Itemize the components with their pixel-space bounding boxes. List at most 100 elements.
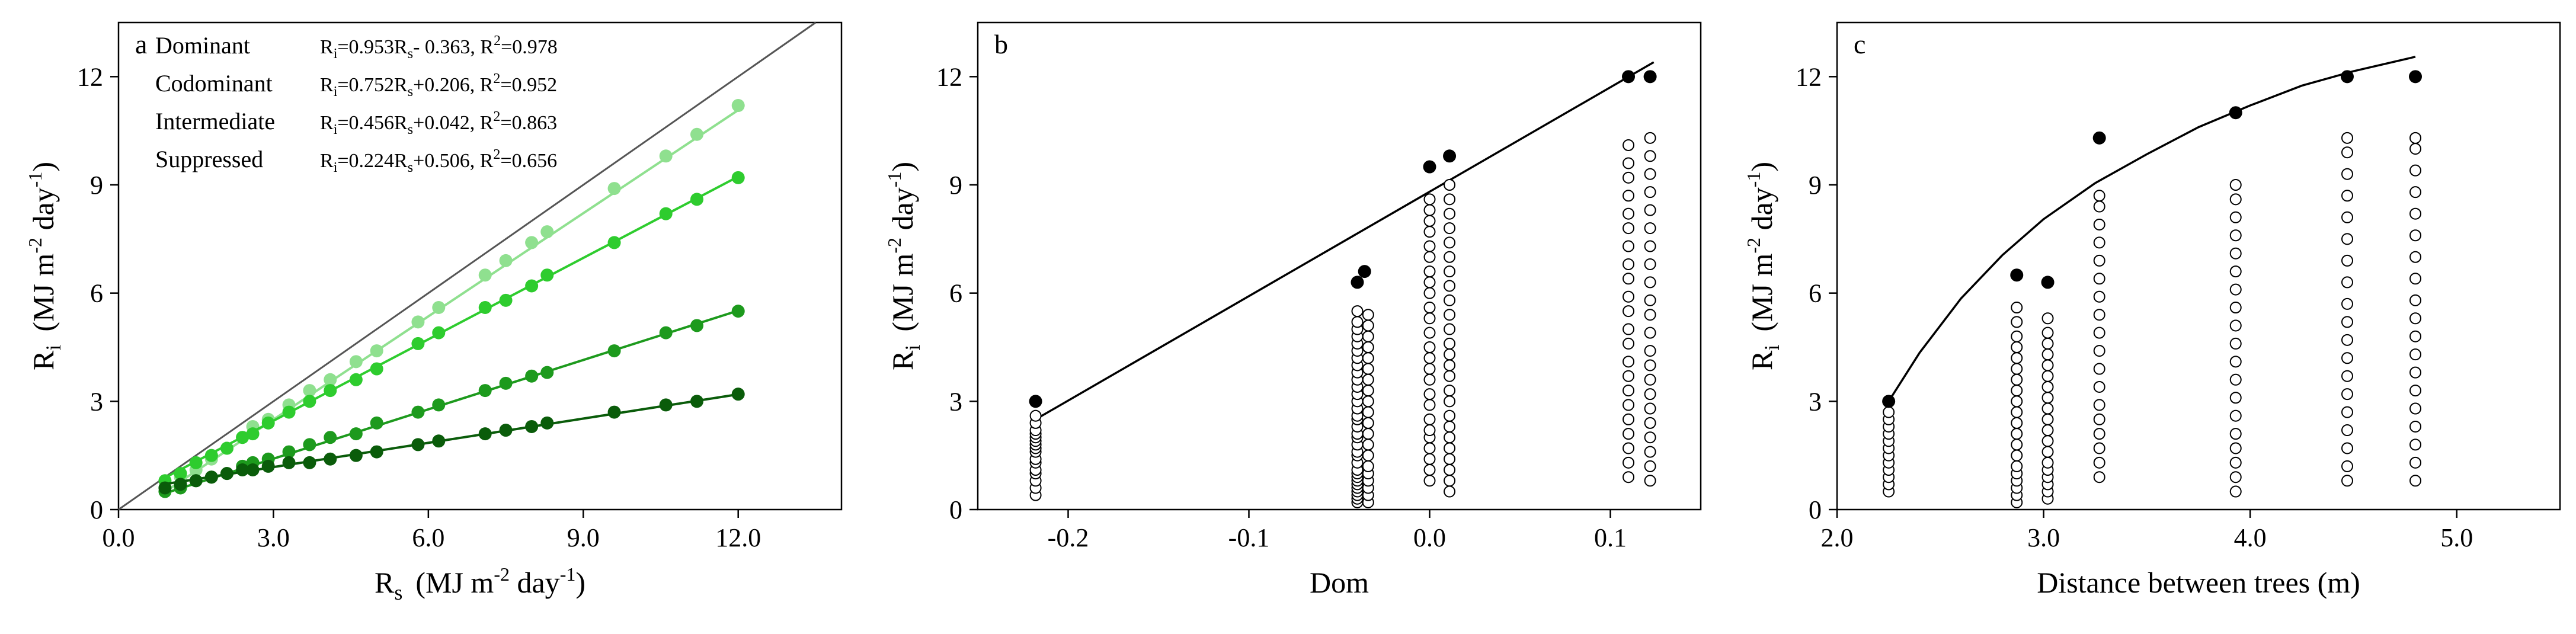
open-point xyxy=(2011,341,2023,353)
open-point xyxy=(1351,305,1364,318)
open-point xyxy=(2093,399,2105,411)
open-point xyxy=(1644,294,1656,306)
y-label-mid: day xyxy=(27,187,60,238)
open-point xyxy=(1444,265,1456,278)
open-point xyxy=(1444,348,1456,361)
eq-exp: 2 xyxy=(493,147,500,162)
open-point xyxy=(2341,168,2353,180)
data-point xyxy=(220,441,233,455)
y-label-exp: -2 xyxy=(884,238,905,254)
open-point xyxy=(2011,373,2023,386)
data-point xyxy=(525,369,539,383)
open-point xyxy=(2093,190,2105,202)
y-tick-label: 9 xyxy=(1809,171,1822,200)
eq-rest: - 0.363, R xyxy=(413,36,494,58)
data-point xyxy=(370,445,383,459)
open-point xyxy=(2041,413,2054,425)
open-point xyxy=(1623,290,1634,303)
data-point xyxy=(478,384,492,398)
open-point xyxy=(1623,370,1634,382)
open-point xyxy=(2093,236,2105,249)
eq-tail: =0.978 xyxy=(501,36,558,58)
open-point xyxy=(2093,218,2105,230)
data-point xyxy=(690,127,703,141)
open-point xyxy=(2409,273,2421,285)
open-point xyxy=(2041,446,2054,458)
open-point xyxy=(1444,236,1456,249)
open-point xyxy=(2011,449,2023,462)
data-point xyxy=(499,376,513,390)
data-point xyxy=(370,416,383,430)
open-point xyxy=(2341,276,2353,289)
eq-exp: 2 xyxy=(493,71,500,87)
data-point xyxy=(540,366,554,379)
legend-category: Intermediate xyxy=(155,108,275,135)
data-point xyxy=(499,424,513,437)
open-point xyxy=(1644,150,1656,162)
open-point xyxy=(1444,395,1456,408)
open-point xyxy=(2229,356,2242,368)
y-label-units: (MJ m xyxy=(886,254,919,332)
open-point xyxy=(1423,312,1436,325)
open-point xyxy=(2229,283,2242,296)
eq-lhs: R xyxy=(320,112,334,134)
x-axis-label: Rs (MJ m-2 day-1) xyxy=(375,563,585,604)
data-point xyxy=(324,452,337,466)
open-point xyxy=(1362,330,1374,342)
open-point xyxy=(2011,438,2023,451)
data-point xyxy=(282,456,296,469)
data-point xyxy=(432,434,446,448)
data-point xyxy=(324,431,337,444)
open-point xyxy=(2093,254,2105,267)
open-point xyxy=(1644,168,1656,180)
eq-lhs: R xyxy=(320,150,334,172)
open-point xyxy=(1444,370,1456,382)
data-point xyxy=(607,236,621,249)
y-axis-label: Ri (MJ m-2 day-1) xyxy=(24,162,65,370)
open-point xyxy=(2011,302,2023,314)
open-point xyxy=(1362,373,1374,386)
plot-frame xyxy=(117,21,843,511)
open-point xyxy=(2093,380,2105,393)
open-point xyxy=(1623,356,1634,368)
open-point xyxy=(1362,449,1374,462)
open-point xyxy=(2229,471,2242,483)
open-point xyxy=(2229,319,2242,332)
filled-point xyxy=(2340,70,2354,84)
filled-point xyxy=(2041,276,2055,289)
series-suppressed xyxy=(158,388,745,495)
y-label-main: R xyxy=(27,350,60,370)
y-label-units: (MJ m xyxy=(27,254,60,332)
open-point xyxy=(1444,409,1456,422)
open-point xyxy=(2409,164,2421,177)
open-point xyxy=(1444,464,1456,476)
open-point xyxy=(2409,294,2421,306)
eq-lhs-sub: i xyxy=(334,46,338,62)
open-point xyxy=(2041,370,2054,382)
open-point xyxy=(2093,345,2105,357)
open-point xyxy=(2341,334,2353,346)
open-point xyxy=(2409,207,2421,220)
open-point xyxy=(1423,302,1436,314)
open-point xyxy=(2011,385,2023,397)
eq-tail: =0.952 xyxy=(500,74,557,96)
data-point xyxy=(282,405,296,419)
data-point xyxy=(659,398,673,412)
open-point xyxy=(1423,413,1436,425)
x-tick-label: 9.0 xyxy=(567,523,600,552)
y-tick-label: 6 xyxy=(90,279,103,308)
legend-equation: Ri=0.752Rs+0.206, R2=0.952 xyxy=(320,71,557,100)
open-point xyxy=(2341,460,2353,472)
open-point xyxy=(1029,409,1042,422)
data-point xyxy=(174,467,187,481)
open-point xyxy=(2341,211,2353,223)
y-tick-label: 3 xyxy=(949,387,962,416)
y-axis-label: Ri (MJ m-2 day-1) xyxy=(1743,162,1784,370)
y-label-exp: -1 xyxy=(1743,172,1764,188)
eq-rhs-sub: s xyxy=(408,160,413,175)
open-point xyxy=(1444,207,1456,220)
open-point xyxy=(2409,132,2421,144)
open-point xyxy=(1423,363,1436,375)
y-tick-label: 9 xyxy=(949,171,962,200)
open-point xyxy=(1623,273,1634,285)
